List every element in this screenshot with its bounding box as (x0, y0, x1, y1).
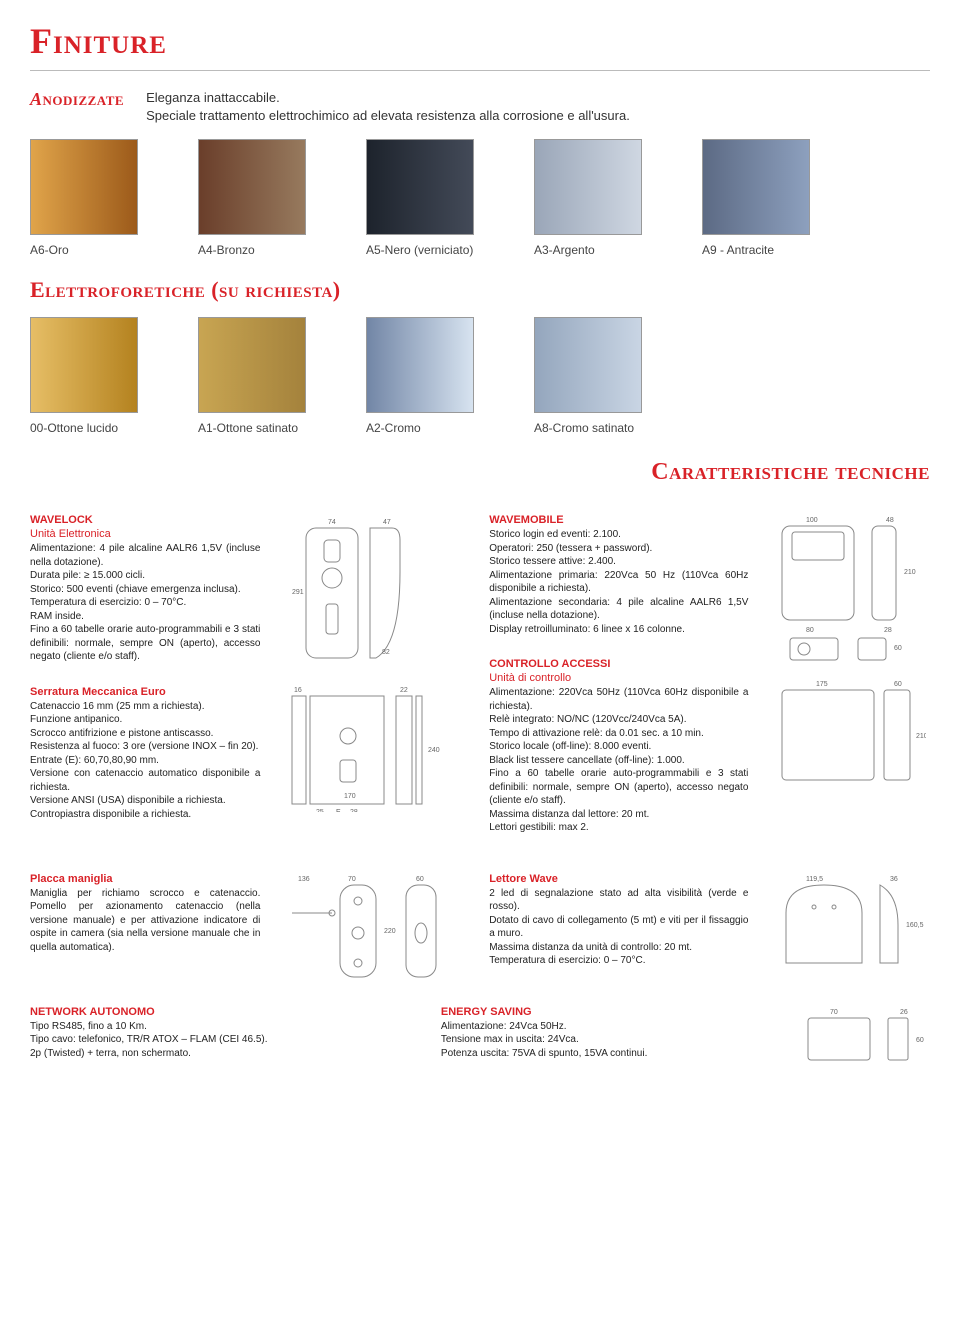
svg-text:136: 136 (298, 876, 310, 883)
svg-text:16: 16 (294, 687, 302, 694)
svg-text:210: 210 (904, 569, 916, 576)
energy-block: ENERGY SAVING Alimentazione: 24Vca 50Hz.… (441, 1006, 700, 1061)
svg-text:60: 60 (416, 876, 424, 883)
specs-row-1: WAVELOCK Unità Elettronica Alimentazione… (30, 514, 930, 857)
svg-text:210: 210 (916, 733, 926, 740)
finish-swatch (30, 139, 138, 235)
svg-text:70: 70 (830, 1009, 838, 1016)
elettroforetiche-heading: Elettroforetiche (su richiesta) (30, 277, 930, 303)
placca-diagram: 136 70 60 220 (288, 873, 458, 983)
svg-text:60: 60 (916, 1037, 924, 1044)
svg-text:26: 26 (900, 1009, 908, 1016)
wavelock-block: WAVELOCK Unità Elettronica Alimentazione… (30, 514, 260, 664)
swatch-label: A8-Cromo satinato (534, 421, 642, 435)
lock-diagram: 16 170 25 E 28 22 240 (288, 682, 448, 812)
controllo-block: CONTROLLO ACCESSI Unità di controllo Ali… (489, 658, 748, 835)
swatch-label: A6-Oro (30, 243, 138, 257)
intro-row: AAnodizzatenodizzate Eleganza inattaccab… (30, 89, 930, 125)
svg-text:220: 220 (384, 928, 396, 935)
swatch-label: A2-Cromo (366, 421, 474, 435)
svg-text:48: 48 (886, 517, 894, 524)
swatch-label: 00-Ottone lucido (30, 421, 138, 435)
anodizzate-label: AAnodizzatenodizzate (30, 89, 124, 110)
svg-text:60: 60 (894, 645, 902, 652)
swatch-label: A3-Argento (534, 243, 642, 257)
svg-text:47: 47 (383, 519, 391, 526)
wavemobile-block: WAVEMOBILE Storico login ed eventi: 2.10… (489, 514, 748, 636)
svg-text:22: 22 (400, 687, 408, 694)
svg-text:25: 25 (316, 809, 324, 812)
swatch-labels-bottom: 00-Ottone lucido A1-Ottone satinato A2-Cro… (30, 421, 930, 435)
swatch-labels-top: A6-Oro A4-Bronzo A5-Nero (verniciato) A3-Ar… (30, 243, 930, 257)
swatch-label: A1-Ottone satinato (198, 421, 306, 435)
svg-text:36: 36 (890, 876, 898, 883)
finish-swatch (30, 317, 138, 413)
placca-block: Placca maniglia Maniglia per richiamo sc… (30, 873, 260, 955)
svg-text:60: 60 (894, 681, 902, 688)
svg-text:74: 74 (328, 519, 336, 526)
svg-text:119,5: 119,5 (806, 876, 823, 883)
svg-text:80: 80 (806, 627, 814, 634)
specs-row-2: Placca maniglia Maniglia per richiamo sc… (30, 873, 930, 990)
finish-swatch (198, 139, 306, 235)
wavemobile-diagram: 100 48 210 80 28 54 38 60 (776, 514, 926, 664)
divider (30, 70, 930, 71)
swatch-row-top (30, 139, 930, 235)
serratura-block: Serratura Meccanica Euro Catenaccio 16 m… (30, 686, 260, 822)
finish-swatch (534, 139, 642, 235)
lettore-block: Lettore Wave 2 led di segnalazione stato… (489, 873, 748, 968)
specs-row-3: NETWORK AUTONOMO Tipo RS485, fino a 10 K… (30, 1006, 930, 1083)
intro-text: Eleganza inattaccabile. Speciale trattam… (146, 89, 930, 125)
svg-text:82: 82 (382, 649, 390, 656)
finish-swatch (702, 139, 810, 235)
finish-swatch (534, 317, 642, 413)
lettore-diagram: 119,5 36 160,5 (776, 873, 926, 973)
svg-text:170: 170 (344, 793, 356, 800)
svg-text:291: 291 (292, 589, 304, 596)
svg-text:160,5: 160,5 (906, 922, 924, 929)
finish-swatch (366, 139, 474, 235)
swatch-label: A4-Bronzo (198, 243, 306, 257)
wavelock-body: Alimentazione: 4 pile alcaline AALR6 1,5… (30, 542, 260, 664)
svg-text:175: 175 (816, 681, 828, 688)
svg-text:70: 70 (348, 876, 356, 883)
svg-text:28: 28 (350, 809, 358, 812)
svg-text:240: 240 (428, 747, 440, 754)
handle-diagram: 74 47 291 82 (288, 514, 418, 664)
swatch-row-bottom (30, 317, 930, 413)
controllo-diagram: 175 60 210 (776, 678, 926, 788)
svg-text:E: E (336, 809, 341, 812)
finish-swatch (366, 317, 474, 413)
energy-diagram: 70 26 60 (800, 1006, 930, 1066)
finish-swatch (198, 317, 306, 413)
svg-text:100: 100 (806, 517, 818, 524)
tech-heading: Caratteristiche tecniche (30, 459, 930, 486)
page-title: Finiture (30, 20, 930, 62)
swatch-label: A5-Nero (verniciato) (366, 243, 474, 257)
network-block: NETWORK AUTONOMO Tipo RS485, fino a 10 K… (30, 1006, 341, 1061)
swatch-label: A9 - Antracite (702, 243, 810, 257)
svg-text:28: 28 (884, 627, 892, 634)
